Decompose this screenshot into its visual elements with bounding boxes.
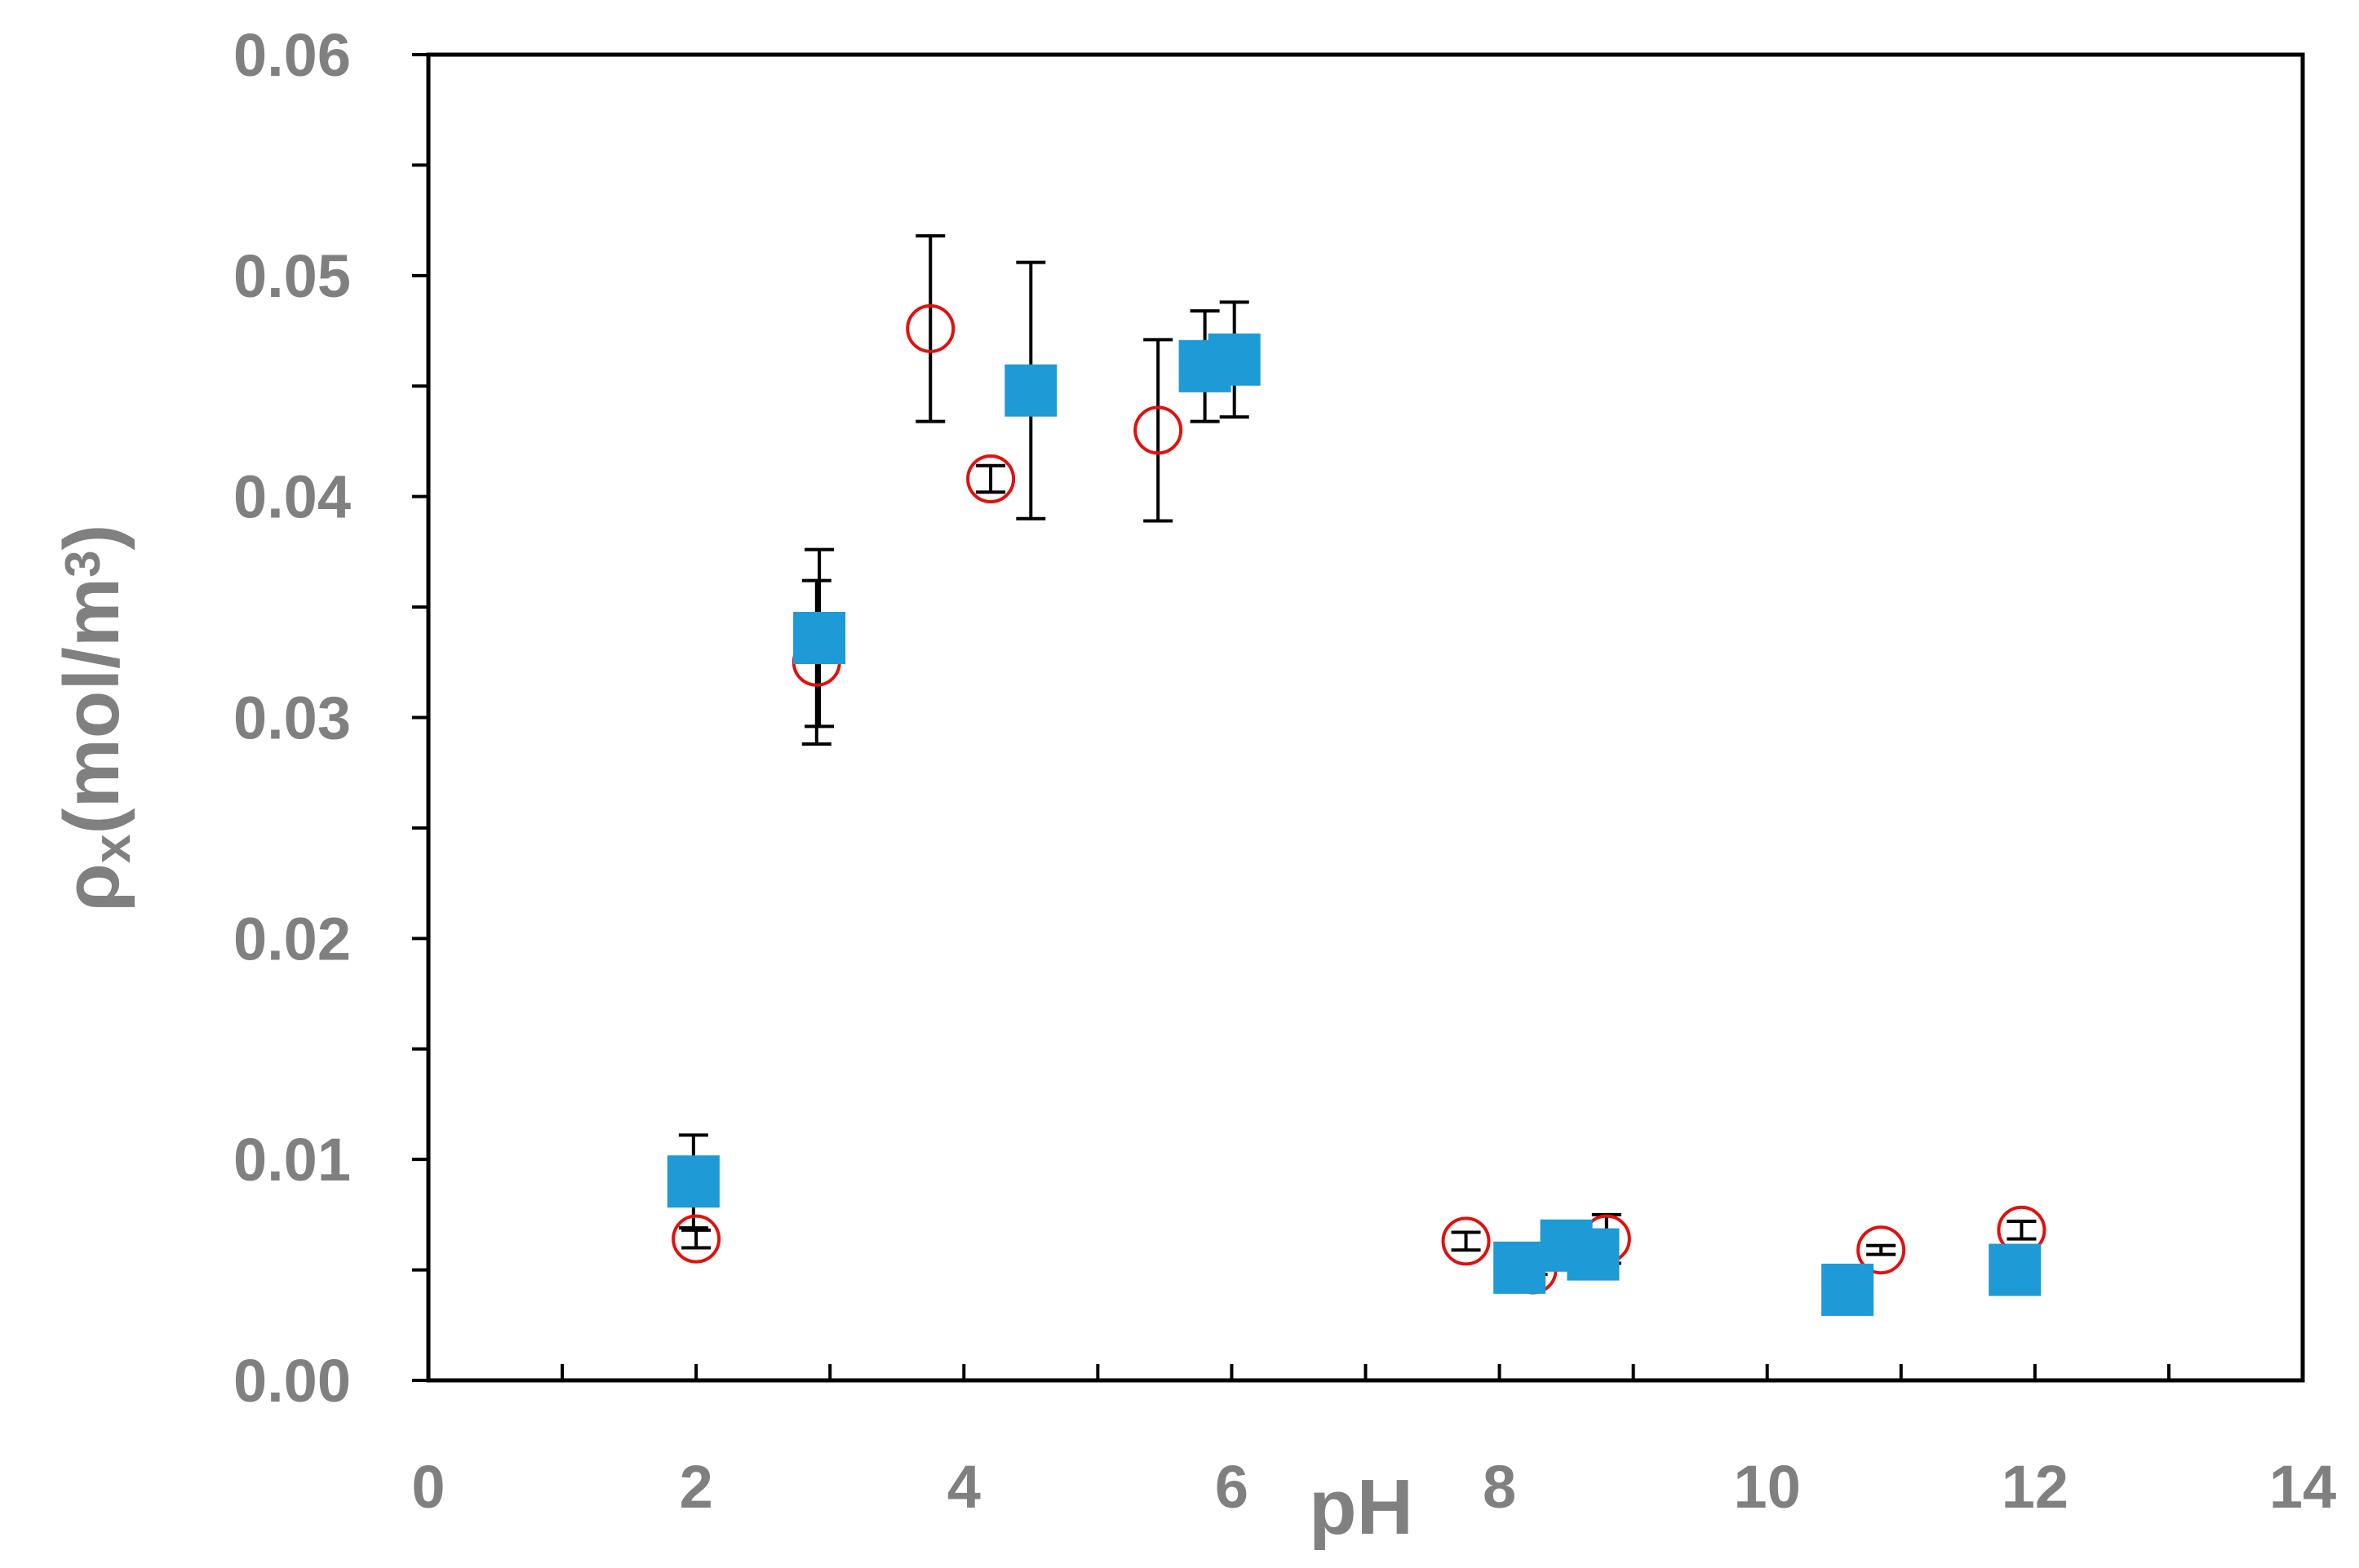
square-marker [1567, 1228, 1620, 1281]
square-marker [1989, 1243, 2042, 1296]
x-tick-label: 4 [947, 1453, 981, 1521]
square-marker [1004, 364, 1058, 417]
circle-marker [1856, 1225, 1906, 1275]
y-tick-label: 0.02 [233, 905, 351, 972]
y-tick-label: 0.05 [233, 242, 351, 310]
axis-ticks [412, 53, 2304, 1382]
x-axis-title: pH [1309, 1464, 1413, 1551]
y-tick-label: 0.03 [233, 684, 351, 752]
x-tick-label: 6 [1215, 1453, 1248, 1521]
y-tick-label: 0.00 [233, 1347, 351, 1415]
y-axis-title-subscript: x [82, 834, 141, 863]
circle-marker [1133, 405, 1183, 455]
square-marker [1208, 333, 1261, 386]
y-tick-label: 0.04 [233, 463, 351, 531]
square-marker [1821, 1263, 1874, 1316]
y-axis-title-symbol: ρ [48, 863, 135, 911]
x-tick-label: 2 [680, 1453, 713, 1521]
data-points [667, 303, 2046, 1316]
x-tick-labels: 0 2 4 6 8 10 12 14 [411, 1453, 2336, 1521]
x-tick-label: 0 [411, 1453, 445, 1521]
circle-marker [966, 454, 1016, 503]
square-marker [793, 612, 846, 664]
y-axis-title-superscript: 3 [55, 550, 110, 577]
y-tick-label: 0.06 [233, 21, 351, 89]
y-tick-label: 0.01 [233, 1126, 351, 1194]
error-bars [678, 234, 2037, 1276]
circle-marker [1441, 1216, 1491, 1266]
y-axis-title-unit: (mol/m [48, 578, 135, 835]
circle-marker [672, 1214, 721, 1264]
x-tick-label: 14 [2269, 1453, 2336, 1521]
x-tick-label: 12 [2002, 1453, 2069, 1521]
y-tick-labels: 0.00 0.01 0.02 0.03 0.04 0.05 0.06 [233, 21, 351, 1415]
y-axis-title-close: ) [48, 525, 135, 551]
x-tick-label: 8 [1483, 1453, 1516, 1521]
x-tick-label: 10 [1734, 1453, 1801, 1521]
y-axis-title: ρx(mol/m3) [48, 525, 141, 912]
circle-marker [906, 303, 956, 353]
square-marker [1493, 1241, 1546, 1294]
square-marker [667, 1155, 720, 1208]
